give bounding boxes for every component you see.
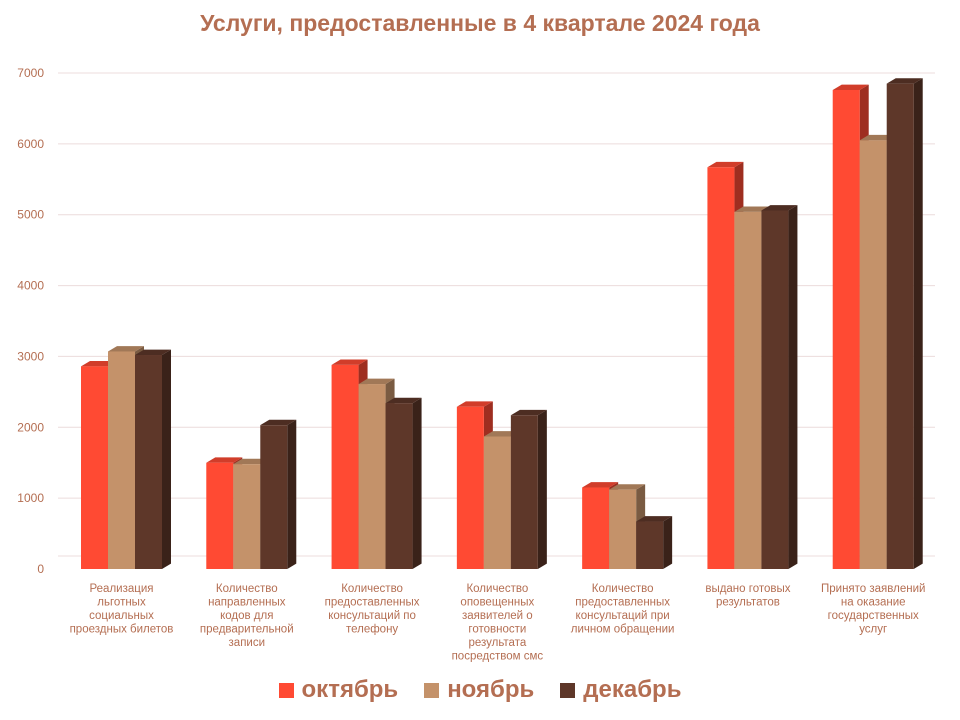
x-tick-label: направленных — [208, 597, 286, 609]
bar-top — [609, 484, 646, 490]
x-tick-label: посредством смс — [452, 651, 544, 663]
x-tick-label: предварительной — [200, 624, 294, 636]
x-tick-label: на оказание — [841, 597, 906, 609]
bar-top — [206, 457, 243, 463]
x-tick-label: услуг — [859, 624, 887, 636]
x-tick-label: личном обращении — [571, 624, 675, 636]
x-tick-label: телефону — [346, 624, 398, 636]
legend-item-november: ноябрь — [424, 676, 534, 704]
bar-top — [832, 84, 869, 91]
bar-top — [582, 482, 619, 488]
x-tick-label: социальных — [89, 610, 154, 622]
y-tick-label: 5000 — [17, 208, 44, 222]
y-tick-label: 4000 — [17, 279, 44, 293]
legend-item-december: декабрь — [560, 676, 681, 704]
bar — [260, 425, 288, 569]
bar-top — [456, 401, 493, 407]
legend-swatch-december — [560, 682, 576, 698]
bar-top — [135, 349, 171, 356]
bar — [206, 462, 234, 569]
bar-top — [761, 205, 798, 211]
x-tick-label: Принято заявлений — [821, 583, 925, 595]
bar — [81, 366, 108, 569]
legend-item-october: октябрь — [278, 676, 399, 704]
bar-top — [483, 431, 520, 437]
bar — [358, 384, 386, 569]
bar-top — [260, 419, 297, 426]
bar — [456, 406, 484, 569]
legend-label-december: декабрь — [583, 676, 682, 703]
bar — [886, 83, 914, 569]
chart-title: Услуги, предоставленные в 4 квартале 202… — [200, 10, 760, 36]
bar-side — [663, 516, 673, 569]
bar-side — [412, 397, 422, 569]
bar-top — [886, 78, 923, 84]
x-tick-label: консультаций по — [328, 610, 416, 622]
x-tick-label: Количество — [592, 583, 654, 595]
x-tick-label: консультаций при — [576, 610, 670, 622]
y-tick-label: 1000 — [17, 491, 44, 505]
bar-top — [707, 161, 744, 168]
y-tick-label: 2000 — [17, 420, 44, 434]
x-tick-label: Реализация — [90, 583, 154, 595]
x-tick-label: Количество — [466, 583, 528, 595]
y-tick-label: 6000 — [17, 137, 44, 151]
x-tick-label: заявителей о — [462, 610, 533, 622]
bar — [707, 167, 735, 570]
bar — [859, 140, 887, 570]
legend-label-november: ноябрь — [447, 676, 535, 703]
y-tick-label: 0 — [37, 562, 44, 576]
bar — [483, 436, 511, 569]
bar-side — [788, 205, 798, 569]
x-tick-label: результатов — [716, 597, 780, 609]
x-tick-label: кодов для — [220, 610, 273, 622]
x-tick-label: выдано готовых — [705, 583, 790, 595]
bar — [761, 210, 789, 569]
bar-side — [537, 409, 547, 569]
bar — [582, 487, 610, 569]
y-tick-label: 7000 — [17, 66, 44, 80]
x-tick-label: оповещенных — [460, 597, 534, 609]
x-tick-label: предоставленных — [325, 597, 420, 609]
bar-chart: 0 1000 2000 3000 4000 5000 6000 7000 Реализация л… — [17, 66, 935, 663]
x-tick-label: готовности — [468, 624, 526, 636]
x-tick-label: льготных — [97, 597, 146, 609]
x-tick-label: результата — [468, 637, 526, 649]
legend-swatch-october — [278, 682, 294, 698]
bar — [233, 464, 261, 569]
x-tick-label: государственных — [828, 610, 919, 622]
y-tick-label: 3000 — [17, 349, 44, 363]
bar-top — [108, 346, 144, 352]
bar-top — [385, 397, 422, 404]
bar-top — [331, 359, 368, 365]
x-tick-label: Количество — [341, 583, 403, 595]
bar — [135, 355, 162, 569]
bar-top — [358, 378, 395, 385]
bar-top — [510, 409, 547, 416]
bar — [108, 351, 135, 569]
bar-side — [287, 419, 297, 569]
x-tick-label: Количество — [216, 583, 278, 595]
bar — [331, 364, 359, 569]
bar — [734, 211, 762, 569]
legend-swatch-november — [424, 682, 440, 698]
bar — [385, 403, 413, 569]
legend-label-october: октябрь — [301, 676, 399, 703]
x-tick-label: проездных билетов — [70, 624, 174, 636]
bar — [832, 90, 860, 570]
chart-legend: октябрь ноябрь декабрь — [0, 676, 960, 704]
bar-side — [913, 78, 923, 569]
x-tick-label: предоставленных — [575, 597, 670, 609]
x-tick-label: записи — [229, 637, 266, 649]
bar — [636, 521, 664, 569]
bar — [510, 415, 538, 569]
bar — [609, 489, 637, 569]
bar-side — [162, 349, 171, 569]
bar-top — [636, 516, 673, 522]
